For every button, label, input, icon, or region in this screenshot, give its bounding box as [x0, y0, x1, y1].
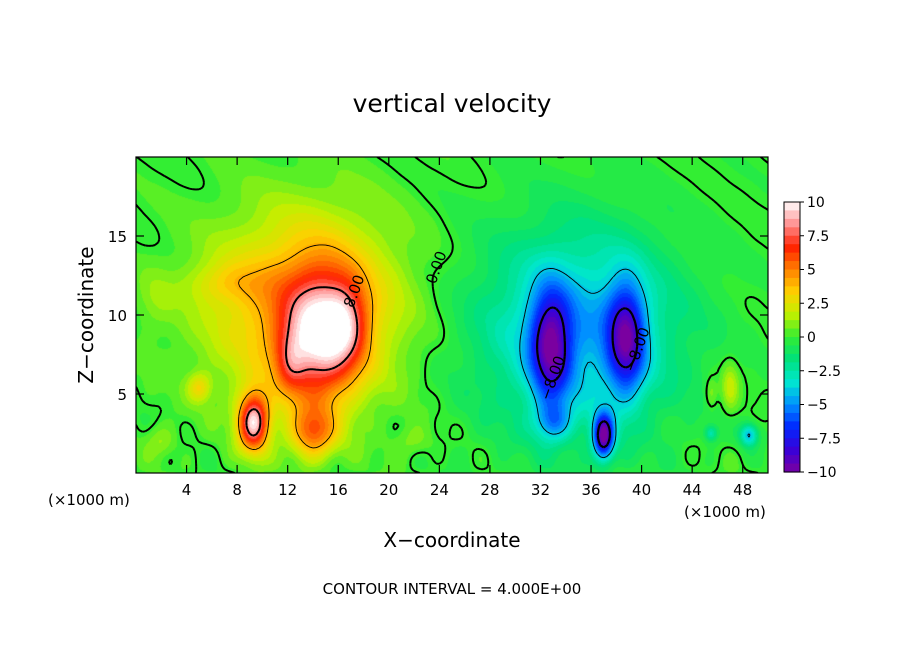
chart-title: vertical velocity — [353, 89, 552, 118]
colorbar-band — [784, 421, 800, 431]
colorbar-band — [784, 379, 800, 389]
y-axis: 5 10 15 — [108, 228, 768, 404]
colorbar-band — [784, 235, 800, 245]
colorbar-band — [784, 345, 800, 355]
plot-area: 8.000.00−8.00−8.00 — [135, 156, 769, 474]
contour-interval-note: CONTOUR INTERVAL = 4.000E+00 — [323, 580, 582, 598]
colorbar-band — [784, 218, 800, 228]
contour-minus-4 — [519, 267, 751, 459]
colorbar-band — [784, 261, 800, 271]
colorbar-band — [784, 252, 800, 262]
x-tick-label: 32 — [531, 481, 550, 499]
colorbar-band — [784, 320, 800, 330]
colorbar-band — [784, 396, 800, 406]
colorbar-tick-label: 7.5 — [807, 229, 829, 245]
colorbar-band — [784, 210, 800, 220]
colorbar-band — [784, 463, 800, 473]
contour-minus-8 — [536, 306, 639, 449]
x-tick-label: 4 — [182, 481, 192, 499]
colorbar-band — [784, 294, 800, 304]
colorbar-tick-label: −7.5 — [807, 431, 841, 447]
velocity-field — [136, 157, 768, 473]
colorbar-band — [784, 412, 800, 422]
x-axis: 4 8 12 16 20 24 28 32 36 40 44 48 — [182, 157, 752, 499]
colorbar-band — [784, 286, 800, 296]
colorbar-band — [784, 429, 800, 439]
x-tick-label: 40 — [632, 481, 651, 499]
x-unit-label-right: (×1000 m) — [684, 503, 766, 521]
colorbar-tick-label: 10 — [807, 195, 825, 211]
colorbar-band — [784, 455, 800, 465]
colorbar-band — [784, 269, 800, 279]
contour-lines — [136, 157, 768, 473]
colorbar-band — [784, 446, 800, 456]
contour-plus-4 — [238, 244, 374, 450]
colorbar-band — [784, 303, 800, 313]
colorbar-band — [784, 362, 800, 372]
x-tick-label: 44 — [683, 481, 702, 499]
colorbar-band — [784, 202, 800, 212]
y-tick-label: 10 — [108, 307, 127, 325]
x-tick-label: 16 — [329, 481, 348, 499]
colorbar-band — [784, 328, 800, 338]
x-unit-label-left: (×1000 m) — [48, 491, 130, 509]
x-tick-label: 12 — [278, 481, 297, 499]
colorbar-band — [784, 353, 800, 363]
y-tick-label: 5 — [117, 386, 127, 404]
colorbar-tick-label: −5 — [807, 398, 828, 414]
x-tick-label: 24 — [430, 481, 449, 499]
colorbar-band — [784, 277, 800, 287]
colorbar-tick-label: 0 — [807, 330, 816, 346]
x-tick-label: 20 — [379, 481, 398, 499]
x-axis-label: X−coordinate — [383, 528, 520, 552]
colorbar-band — [784, 438, 800, 448]
colorbar-band — [784, 404, 800, 414]
colorbar-tick-label: 5 — [807, 263, 816, 279]
colorbar-band — [784, 227, 800, 237]
x-tick-label: 28 — [480, 481, 499, 499]
x-tick-label: 36 — [581, 481, 600, 499]
colorbar-band — [784, 337, 800, 347]
colorbar-tick-label: −2.5 — [807, 364, 841, 380]
y-tick-label: 15 — [108, 228, 127, 246]
colorbar: 10 7.5 5 2.5 0 −2.5 −5 −7.5 −10 — [783, 195, 841, 481]
colorbar-tick-label: −10 — [807, 465, 837, 481]
colorbar-band — [784, 311, 800, 321]
colorbar-band — [784, 244, 800, 254]
y-axis-label: Z−coordinate — [74, 246, 98, 383]
colorbar-band — [784, 387, 800, 397]
colorbar-tick-label: 2.5 — [807, 296, 829, 312]
x-tick-label: 48 — [733, 481, 752, 499]
x-tick-label: 8 — [232, 481, 242, 499]
contour-plus-8 — [245, 286, 359, 437]
colorbar-band — [784, 370, 800, 380]
